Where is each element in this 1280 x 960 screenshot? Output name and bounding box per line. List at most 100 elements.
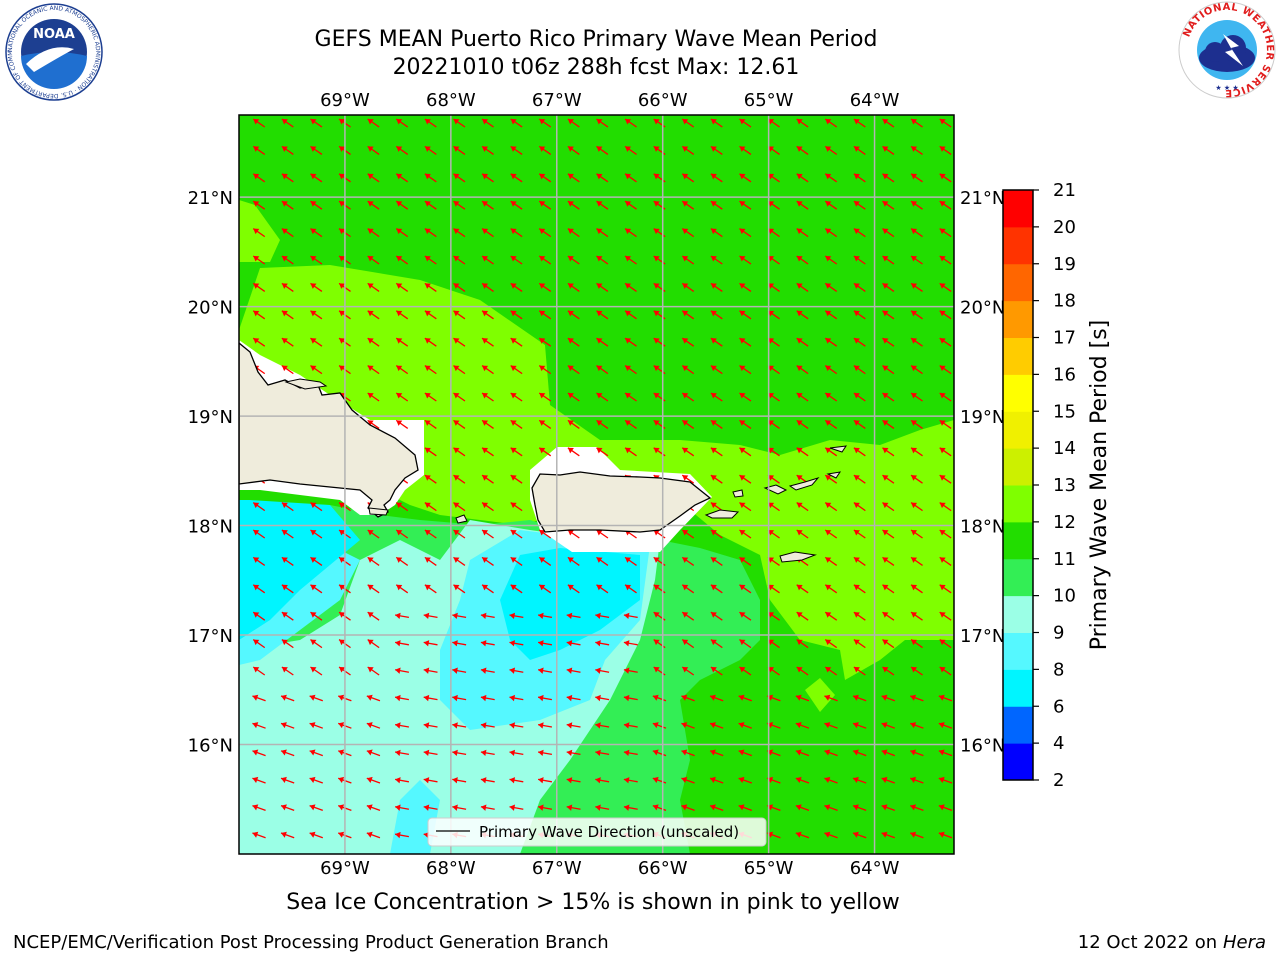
wave-arrow [824,392,838,402]
wave-arrow [453,118,466,128]
wave-arrow [739,282,752,292]
wave-arrow [252,282,266,292]
wave-arrow [481,118,494,128]
wave-arrow [452,804,467,811]
wave-arrow [710,584,723,594]
wave-arrow [367,666,380,676]
colorbar-tick-label: 18 [1053,291,1076,312]
wave-arrow [623,749,638,757]
wave-arrow [481,502,494,512]
wave-arrow [824,173,838,183]
wave-arrow [853,529,866,539]
wave-arrow [310,666,323,676]
wave-arrow [367,337,380,347]
wave-arrow [796,392,809,402]
wave-arrow [453,200,466,210]
wave-arrow [596,118,609,128]
wave-arrow [938,749,953,757]
wave-arrow [310,365,323,375]
wave-arrow [509,694,524,702]
wave-arrow [882,365,895,375]
wave-arrow [509,640,524,647]
wave-arrow [424,255,437,265]
wave-arrow [824,694,838,702]
wave-arrow [681,639,695,649]
wave-arrow [767,611,780,621]
grid-lines [239,115,954,854]
wave-arrow [595,804,610,811]
wave-arrow [596,447,609,457]
wave-arrow [681,447,695,457]
wave-arrow [824,447,838,457]
wave-arrow [538,310,552,320]
colorbar-segment [1003,706,1033,744]
wave-arrow [281,529,294,539]
wave-arrow [681,529,695,539]
wave-arrow [394,667,410,674]
wave-arrow [423,777,438,784]
wave-arrow [481,392,494,402]
wave-arrow [796,447,809,457]
colorbar-segment [1003,485,1033,523]
wave-arrow [424,419,437,429]
wave-arrow [882,419,895,429]
wave-arrow [939,639,952,649]
tortuga [284,378,328,390]
wave-arrow [910,529,923,539]
svg-text:NOAA: NOAA [33,27,75,42]
wave-arrow [509,722,524,729]
wave-arrow [739,365,752,375]
wave-arrow [938,694,953,702]
wave-arrow [453,282,466,292]
wave-arrow [939,419,952,429]
wave-arrow [882,255,895,265]
wave-arrow [853,365,866,375]
wave-arrow [481,447,494,457]
wave-arrow [367,556,380,566]
wave-arrow [252,556,266,566]
wave-arrow [452,612,467,620]
wave-arrow [423,722,438,729]
wave-arrow [453,173,466,183]
wave-arrow [453,474,466,484]
wave-arrow [538,173,552,183]
wave-arrow [710,173,723,183]
wave-arrow [681,255,695,265]
lat-tick-right: 18°N [960,517,1005,538]
wave-arrow [739,145,752,155]
colorbar-tick-label: 20 [1053,217,1076,238]
colorbar-segment [1003,521,1033,560]
wave-arrow [824,556,838,566]
wave-arrow [796,419,809,429]
wave-arrow [394,777,410,784]
mona-island [455,514,468,524]
wave-arrow [309,694,324,702]
wave-arrow [681,173,695,183]
wave-arrow [767,474,780,484]
wave-arrow [739,392,752,402]
wave-arrow [939,474,952,484]
wave-arrow [423,694,438,702]
wave-arrow [881,804,896,812]
credit-right: 12 Oct 2022 on Hera [1078,932,1266,953]
wave-arrow [252,584,266,594]
wave-arrow [910,310,923,320]
wave-arrow [623,667,638,674]
wave-arrow [281,502,294,512]
wave-arrow [537,667,553,674]
colorbar-segment [1003,411,1033,449]
wave-arrow [567,118,580,128]
wave-arrow [567,310,580,320]
wave-arrow [481,474,494,484]
wave-arrow [367,310,380,320]
wave-arrow [481,200,494,210]
wave-arrow [710,310,723,320]
wave-arrow [367,255,380,265]
colorbar-segment [1003,374,1033,412]
wave-arrow [796,666,809,676]
wave-arrow [537,804,553,811]
wave-arrow [939,118,952,128]
wave-arrow [481,228,494,238]
wave-arrow [852,831,867,839]
wave-arrow [910,556,923,566]
